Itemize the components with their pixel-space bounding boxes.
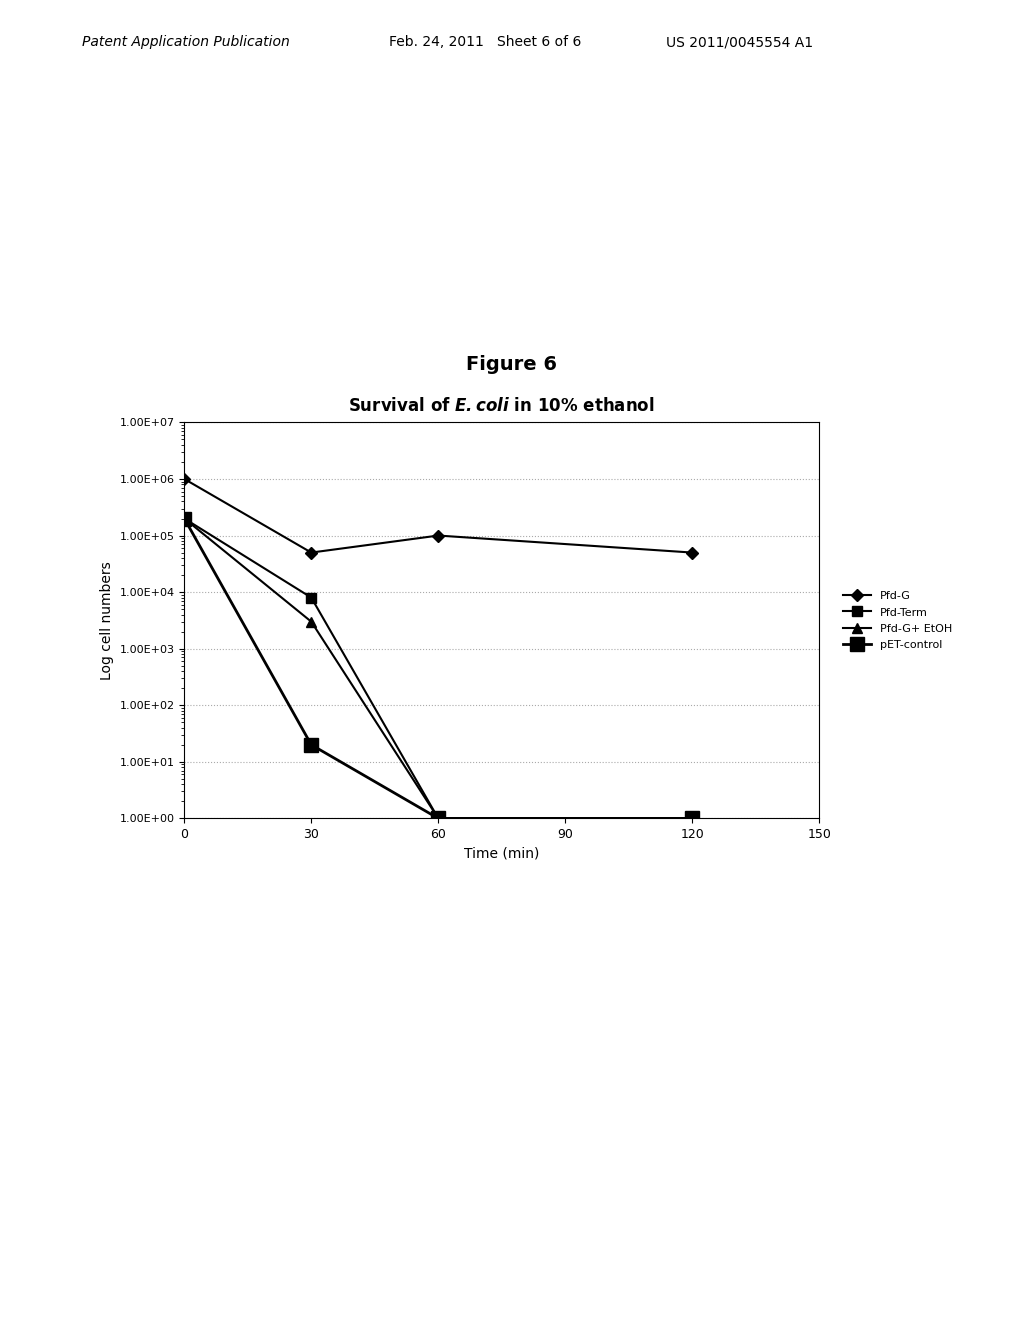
pET-control — [305, 737, 317, 752]
Title: Survival of $\bfit{E. coli}$ in 10% ethanol: Survival of $\bfit{E. coli}$ in 10% etha… — [348, 397, 655, 416]
pET-control — [686, 810, 698, 826]
Pfd-Term — [178, 511, 190, 527]
Text: US 2011/0045554 A1: US 2011/0045554 A1 — [666, 36, 813, 49]
Text: Figure 6: Figure 6 — [467, 355, 557, 374]
Pfd-G — [178, 471, 190, 487]
Line: pET-control: pET-control — [177, 512, 699, 825]
Pfd-G+ EtOH — [305, 614, 317, 630]
Line: Pfd-G: Pfd-G — [180, 475, 696, 557]
Pfd-G — [432, 528, 444, 544]
X-axis label: Time (min): Time (min) — [464, 846, 540, 861]
Pfd-Term — [432, 810, 444, 826]
Text: Patent Application Publication: Patent Application Publication — [82, 36, 290, 49]
Text: Feb. 24, 2011   Sheet 6 of 6: Feb. 24, 2011 Sheet 6 of 6 — [389, 36, 582, 49]
Pfd-Term — [305, 590, 317, 606]
Line: Pfd-Term: Pfd-Term — [179, 513, 697, 824]
Y-axis label: Log cell numbers: Log cell numbers — [100, 561, 114, 680]
Pfd-G+ EtOH — [178, 511, 190, 527]
Pfd-G — [305, 545, 317, 561]
Pfd-G+ EtOH — [432, 810, 444, 826]
Line: Pfd-G+ EtOH: Pfd-G+ EtOH — [179, 513, 443, 824]
Pfd-G — [686, 545, 698, 561]
Pfd-Term — [686, 810, 698, 826]
pET-control — [178, 511, 190, 527]
pET-control — [432, 810, 444, 826]
Legend: Pfd-G, Pfd-Term, Pfd-G+ EtOH, pET-control: Pfd-G, Pfd-Term, Pfd-G+ EtOH, pET-contro… — [838, 585, 957, 656]
